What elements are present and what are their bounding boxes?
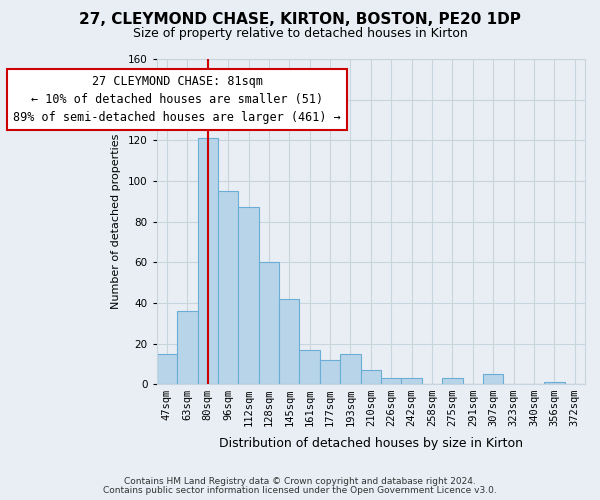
- Bar: [177, 311, 197, 384]
- Y-axis label: Number of detached properties: Number of detached properties: [111, 134, 121, 310]
- Bar: [218, 191, 238, 384]
- Bar: [442, 378, 463, 384]
- Text: Contains public sector information licensed under the Open Government Licence v3: Contains public sector information licen…: [103, 486, 497, 495]
- X-axis label: Distribution of detached houses by size in Kirton: Distribution of detached houses by size …: [219, 437, 523, 450]
- Bar: [361, 370, 381, 384]
- Text: Size of property relative to detached houses in Kirton: Size of property relative to detached ho…: [133, 28, 467, 40]
- Bar: [299, 350, 320, 384]
- Bar: [259, 262, 279, 384]
- Bar: [320, 360, 340, 384]
- Bar: [483, 374, 503, 384]
- Bar: [197, 138, 218, 384]
- Text: Contains HM Land Registry data © Crown copyright and database right 2024.: Contains HM Land Registry data © Crown c…: [124, 477, 476, 486]
- Text: 27, CLEYMOND CHASE, KIRTON, BOSTON, PE20 1DP: 27, CLEYMOND CHASE, KIRTON, BOSTON, PE20…: [79, 12, 521, 28]
- Bar: [340, 354, 361, 384]
- Bar: [401, 378, 422, 384]
- Bar: [279, 299, 299, 384]
- Text: 27 CLEYMOND CHASE: 81sqm
← 10% of detached houses are smaller (51)
89% of semi-d: 27 CLEYMOND CHASE: 81sqm ← 10% of detach…: [13, 76, 341, 124]
- Bar: [381, 378, 401, 384]
- Bar: [238, 208, 259, 384]
- Bar: [544, 382, 565, 384]
- Bar: [157, 354, 177, 384]
